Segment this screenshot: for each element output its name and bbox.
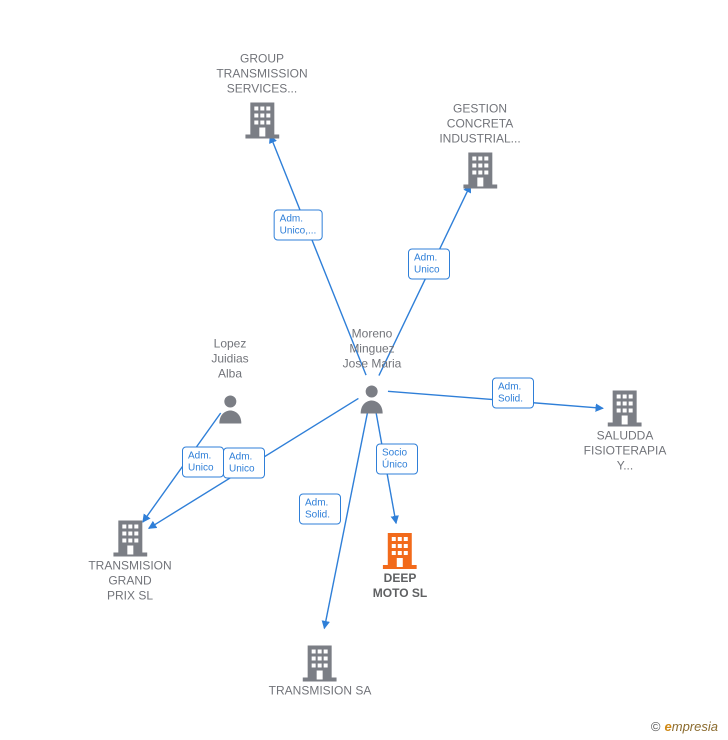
node-label: TRANSMISION GRAND PRIX SL [88,559,171,604]
network-canvas: Moreno Minguez Jose Maria Lopez Juidias … [0,0,728,740]
building-icon [584,387,667,427]
node-deep[interactable]: DEEP MOTO SL [373,529,427,601]
node-label: Moreno Minguez Jose Maria [343,327,402,372]
node-gestion[interactable]: GESTION CONCRETA INDUSTRIAL... [439,102,520,189]
building-icon [216,99,307,139]
node-lopez[interactable]: Lopez Juidias Alba [211,337,248,424]
edge-label: Socio Único [376,444,418,475]
node-label: SALUDDA FISIOTERAPIA Y... [584,429,667,474]
edge-label: Adm. Solid. [299,494,341,525]
person-icon [211,384,248,424]
building-icon [439,149,520,189]
building-icon [88,517,171,557]
node-saludda[interactable]: SALUDDA FISIOTERAPIA Y... [584,387,667,474]
node-transmisionsa[interactable]: TRANSMISION SA [269,642,372,699]
edge-label: Adm. Unico,... [274,210,323,241]
footer: © empresia [651,719,718,734]
node-label: Lopez Juidias Alba [211,337,248,382]
edge-label: Adm. Unico [182,447,224,478]
node-label: GROUP TRANSMISSION SERVICES... [216,52,307,97]
copyright-symbol: © [651,719,661,734]
edge-label: Adm. Unico [223,448,265,479]
person-icon [343,374,402,414]
node-label: DEEP MOTO SL [373,571,427,601]
node-group[interactable]: GROUP TRANSMISSION SERVICES... [216,52,307,139]
node-grandprix[interactable]: TRANSMISION GRAND PRIX SL [88,517,171,604]
brand: empresia [665,719,718,734]
edge-label: Adm. Unico [408,249,450,280]
edge-label: Adm. Solid. [492,378,534,409]
node-label: TRANSMISION SA [269,684,372,699]
brand-rest: mpresia [672,719,718,734]
building-icon [373,529,427,569]
building-icon [269,642,372,682]
node-moreno[interactable]: Moreno Minguez Jose Maria [343,327,402,414]
brand-initial: e [665,719,672,734]
node-label: GESTION CONCRETA INDUSTRIAL... [439,102,520,147]
